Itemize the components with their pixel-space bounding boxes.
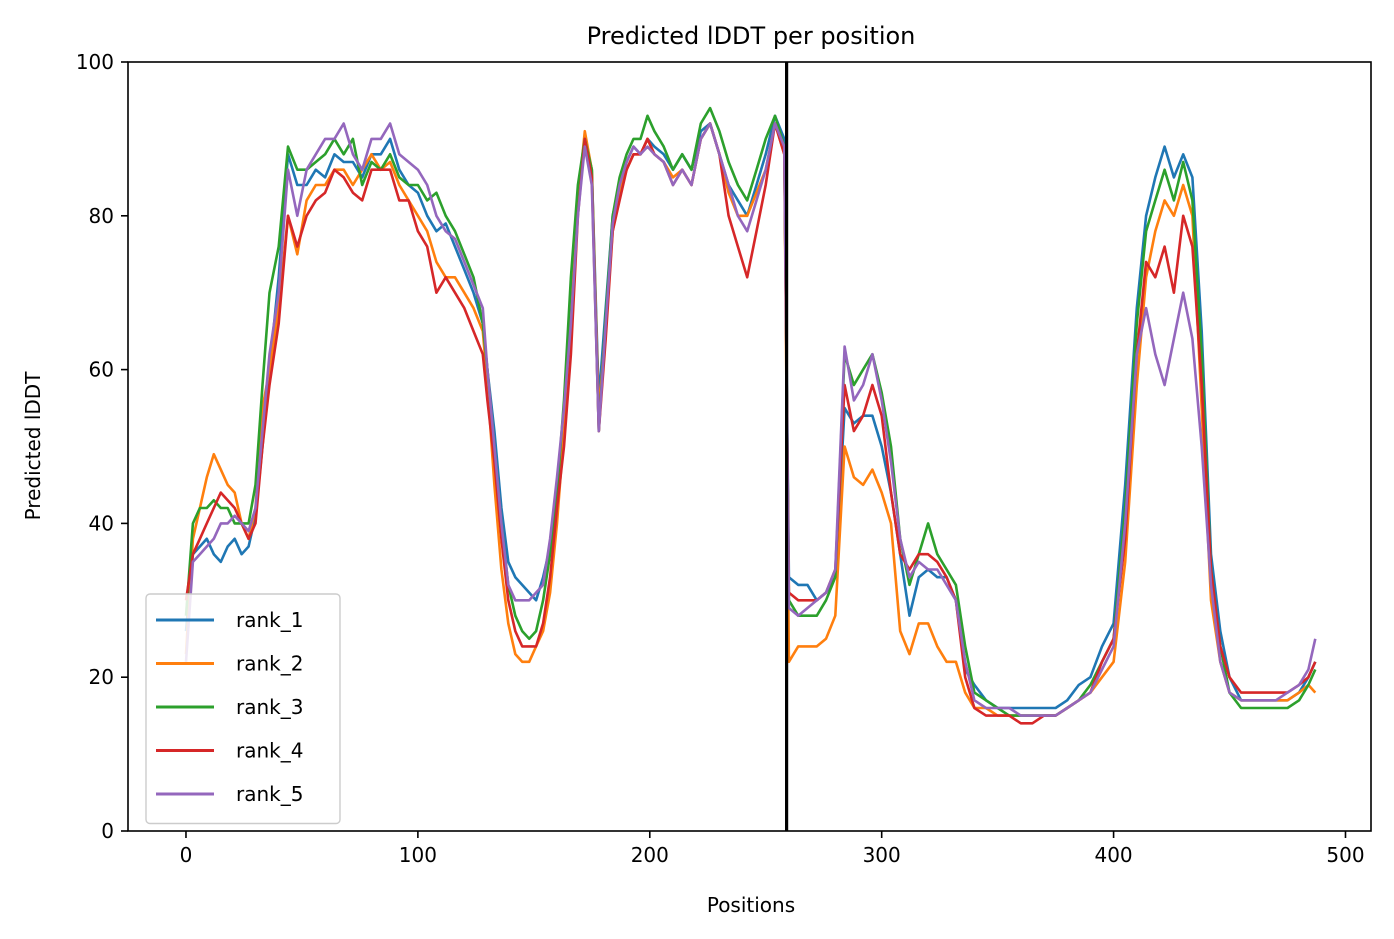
x-axis-ticks: 0 100 200 300 400 500 [180,831,1365,867]
legend: rank_1 rank_2 rank_3 rank_4 rank_5 [145,593,341,825]
x-tick-label-5: 500 [1326,843,1364,867]
legend-label-3: rank_3 [236,695,303,719]
y-axis-ticks: 0 20 40 60 80 100 [76,50,128,843]
series-layer [184,106,1317,725]
y-tick-label-2: 40 [89,511,114,535]
y-tick-label-0: 0 [101,819,114,843]
y-tick-label-4: 80 [89,204,114,228]
series-line-5 [184,122,1317,717]
x-tick-label-3: 300 [863,843,901,867]
y-tick-label-3: 60 [89,358,114,382]
x-tick-label-2: 200 [631,843,669,867]
legend-label-5: rank_5 [236,782,303,806]
y-tick-label-1: 20 [89,665,114,689]
legend-label-4: rank_4 [236,739,303,763]
plot-frame [127,61,1372,832]
x-tick-label-1: 100 [399,843,437,867]
x-tick-label-4: 400 [1094,843,1132,867]
chart-title: Predicted lDDT per position [587,22,916,50]
legend-box [145,593,341,825]
x-tick-label-0: 0 [180,843,193,867]
legend-label-1: rank_1 [236,608,303,632]
legend-label-2: rank_2 [236,652,303,676]
y-axis-label: Predicted lDDT [21,371,45,521]
x-axis-label: Positions [707,893,795,917]
y-tick-label-5: 100 [76,50,114,74]
